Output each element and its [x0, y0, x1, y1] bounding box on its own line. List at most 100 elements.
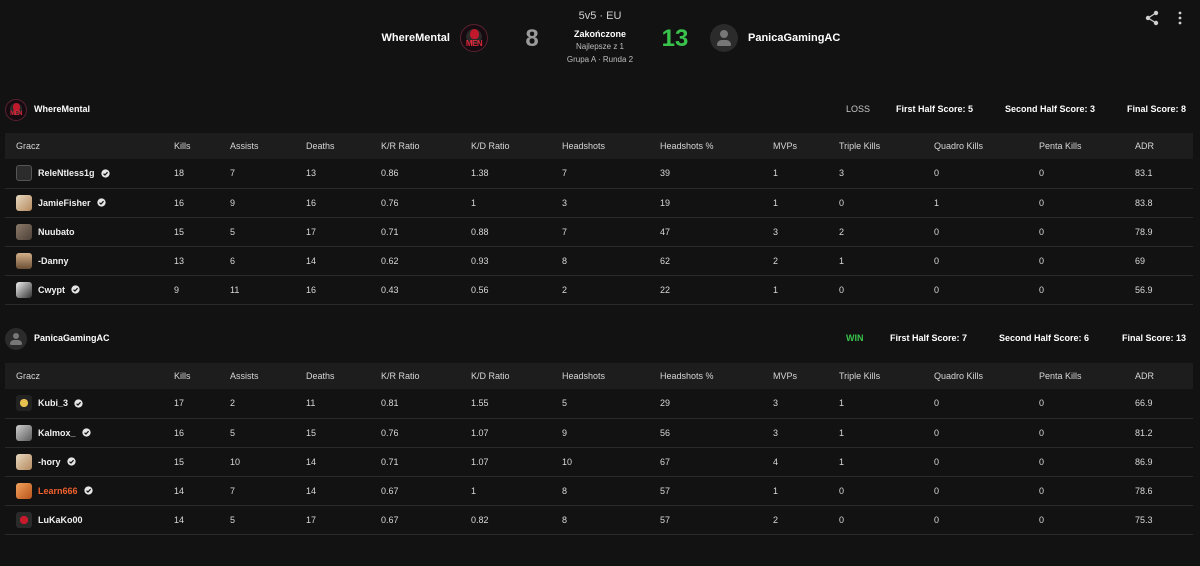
stat-cell: 75.3 — [1135, 505, 1193, 535]
player-link[interactable]: Nuubato — [16, 223, 174, 240]
column-header[interactable]: K/D Ratio — [471, 133, 562, 159]
stat-cell: 0 — [1039, 505, 1135, 535]
team-b-score: 13 — [661, 25, 689, 52]
player-name[interactable]: ReleNtless1g — [38, 168, 95, 179]
player-cell: -hory — [5, 447, 174, 477]
team-b-logo[interactable] — [710, 24, 738, 52]
share-icon[interactable] — [1144, 10, 1160, 26]
column-header[interactable]: Assists — [230, 133, 306, 159]
player-link[interactable]: -Danny — [16, 252, 174, 269]
player-name[interactable]: LuKaKo00 — [38, 514, 83, 525]
player-avatar[interactable] — [16, 482, 32, 499]
player-avatar[interactable] — [16, 395, 32, 412]
column-header[interactable]: Quadro Kills — [934, 363, 1039, 389]
player-link[interactable]: Cwypt — [16, 281, 174, 298]
team-a-summary-name[interactable]: WhereMental — [34, 104, 91, 114]
column-header[interactable]: Kills — [174, 133, 230, 159]
column-header[interactable]: Penta Kills — [1039, 363, 1135, 389]
stat-cell: 14 — [306, 476, 381, 506]
player-row: ReleNtless1g 18 7 13 0.86 1.38 7 39 1 3 0 0 83.1 — [5, 159, 1193, 189]
column-header[interactable]: Gracz — [5, 363, 174, 389]
column-header[interactable]: Deaths — [306, 363, 381, 389]
column-header[interactable]: K/R Ratio — [381, 133, 471, 159]
stat-cell: 29 — [660, 389, 773, 419]
stat-cell: 5 — [230, 505, 306, 535]
team-b-summary-name[interactable]: PanicaGamingAC — [34, 333, 110, 343]
player-link[interactable]: ReleNtless1g — [16, 165, 174, 182]
player-row: LuKaKo00 14 5 17 0.67 0.82 8 57 2 0 0 0 75.3 — [5, 505, 1193, 535]
column-header[interactable]: MVPs — [773, 363, 839, 389]
player-avatar[interactable] — [16, 453, 32, 470]
column-header[interactable]: Headshots — [562, 363, 660, 389]
stat-cell: 9 — [174, 275, 230, 305]
column-header[interactable]: Triple Kills — [839, 133, 934, 159]
player-link[interactable]: JamieFisher — [16, 194, 174, 211]
player-avatar[interactable] — [16, 424, 32, 441]
player-name[interactable]: Kubi_3 — [38, 398, 69, 409]
stat-cell: 0.93 — [471, 246, 562, 276]
stat-cell: 15 — [306, 418, 381, 448]
stat-cell: 7 — [230, 476, 306, 506]
column-header[interactable]: ADR — [1135, 363, 1193, 389]
column-header[interactable]: Triple Kills — [839, 363, 934, 389]
column-header[interactable]: Headshots % — [660, 133, 773, 159]
match-group-round: Grupa A · Runda 2 — [566, 55, 634, 64]
column-header[interactable]: Assists — [230, 363, 306, 389]
column-header[interactable]: Headshots — [562, 133, 660, 159]
stat-cell: 19 — [660, 188, 773, 218]
stat-cell: 17 — [306, 505, 381, 535]
player-name[interactable]: Learn666 — [38, 485, 78, 496]
column-header[interactable]: K/R Ratio — [381, 363, 471, 389]
stat-cell: 9 — [562, 418, 660, 448]
column-header[interactable]: K/D Ratio — [471, 363, 562, 389]
player-avatar[interactable] — [16, 252, 32, 269]
player-link[interactable]: -hory — [16, 453, 174, 470]
team-b-name[interactable]: PanicaGamingAC — [748, 32, 841, 44]
player-row: -hory 15 10 14 0.71 1.07 10 67 4 1 0 0 86.9 — [5, 447, 1193, 477]
stat-cell: 62 — [660, 246, 773, 276]
stat-cell: 11 — [230, 275, 306, 305]
stat-cell: 1 — [773, 159, 839, 189]
player-cell: Nuubato — [5, 217, 174, 247]
stat-cell: 0.76 — [381, 188, 471, 218]
player-avatar[interactable] — [16, 281, 32, 298]
team-a-logo[interactable]: MEN — [460, 24, 488, 52]
team-a-name[interactable]: WhereMental — [381, 32, 450, 44]
player-avatar[interactable] — [16, 165, 32, 182]
verified-badge-icon — [100, 169, 110, 178]
player-name[interactable]: Kalmox_ — [38, 427, 76, 438]
player-avatar[interactable] — [16, 511, 32, 528]
player-link[interactable]: Kalmox_ — [16, 424, 174, 441]
column-header[interactable]: Quadro Kills — [934, 133, 1039, 159]
player-link[interactable]: Learn666 — [16, 482, 174, 499]
player-name[interactable]: JamieFisher — [38, 197, 91, 208]
stat-cell: 0 — [1039, 246, 1135, 276]
column-header[interactable]: Gracz — [5, 133, 174, 159]
column-header[interactable]: ADR — [1135, 133, 1193, 159]
player-link[interactable]: Kubi_3 — [16, 395, 174, 412]
stat-cell: 0 — [839, 275, 934, 305]
player-name[interactable]: Cwypt — [38, 284, 65, 295]
player-row: JamieFisher 16 9 16 0.76 1 3 19 1 0 1 0 83.8 — [5, 188, 1193, 218]
stat-cell: 1 — [471, 188, 562, 218]
column-header[interactable]: Kills — [174, 363, 230, 389]
stat-cell: 10 — [562, 447, 660, 477]
stat-cell: 2 — [839, 217, 934, 247]
player-link[interactable]: LuKaKo00 — [16, 511, 174, 528]
more-options-icon[interactable] — [1174, 10, 1186, 26]
player-avatar[interactable] — [16, 194, 32, 211]
player-name[interactable]: -hory — [38, 456, 61, 467]
column-header[interactable]: Deaths — [306, 133, 381, 159]
player-avatar[interactable] — [16, 223, 32, 240]
stat-cell: 83.1 — [1135, 159, 1193, 189]
column-header[interactable]: Headshots % — [660, 363, 773, 389]
stat-cell: 39 — [660, 159, 773, 189]
stat-cell: 2 — [773, 505, 839, 535]
column-header[interactable]: MVPs — [773, 133, 839, 159]
column-header[interactable]: Penta Kills — [1039, 133, 1135, 159]
stat-cell: 5 — [562, 389, 660, 419]
player-name[interactable]: -Danny — [38, 255, 69, 266]
player-name[interactable]: Nuubato — [38, 226, 75, 237]
stat-cell: 14 — [174, 505, 230, 535]
stat-cell: 69 — [1135, 246, 1193, 276]
